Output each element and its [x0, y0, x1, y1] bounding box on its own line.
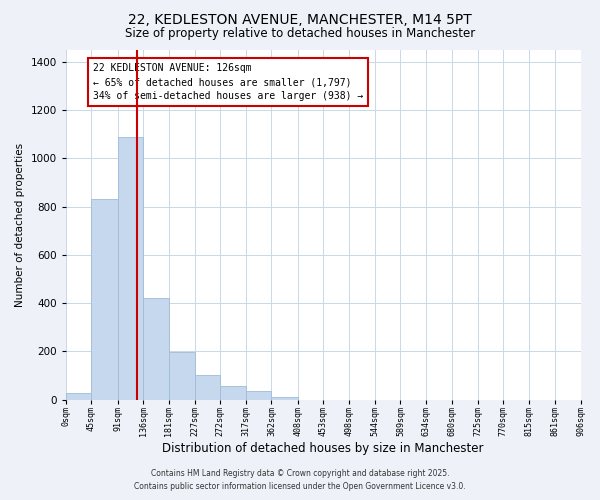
Bar	[118, 137, 143, 400]
Bar	[169, 352, 195, 400]
Y-axis label: Number of detached properties: Number of detached properties	[15, 142, 25, 307]
Text: 22 KEDLESTON AVENUE: 126sqm
← 65% of detached houses are smaller (1,797)
34% of : 22 KEDLESTON AVENUE: 126sqm ← 65% of det…	[92, 64, 363, 102]
X-axis label: Distribution of detached houses by size in Manchester: Distribution of detached houses by size …	[163, 442, 484, 455]
Bar	[220, 386, 246, 400]
Bar	[271, 397, 298, 400]
Bar	[246, 391, 271, 400]
Text: Size of property relative to detached houses in Manchester: Size of property relative to detached ho…	[125, 28, 475, 40]
Bar	[143, 298, 169, 400]
Bar	[195, 376, 220, 400]
Bar	[66, 394, 91, 400]
Text: 22, KEDLESTON AVENUE, MANCHESTER, M14 5PT: 22, KEDLESTON AVENUE, MANCHESTER, M14 5P…	[128, 12, 472, 26]
Bar	[91, 200, 118, 400]
Text: Contains HM Land Registry data © Crown copyright and database right 2025.
Contai: Contains HM Land Registry data © Crown c…	[134, 470, 466, 491]
